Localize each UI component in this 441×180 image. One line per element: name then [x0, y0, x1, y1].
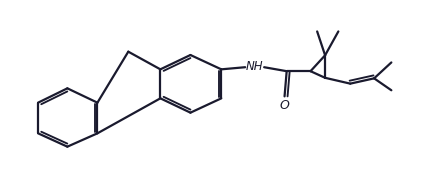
Text: NH: NH [246, 60, 264, 73]
Text: O: O [280, 99, 289, 112]
